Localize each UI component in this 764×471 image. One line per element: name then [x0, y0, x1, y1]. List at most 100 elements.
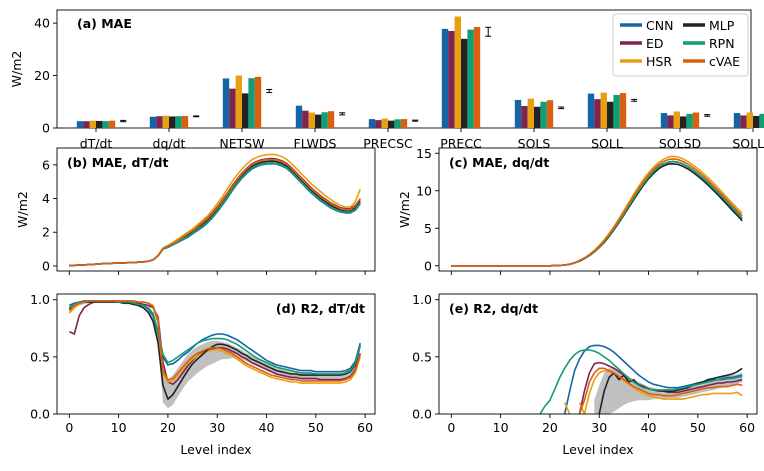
bar-CNN: [733, 113, 741, 128]
series-line-RPN: [69, 162, 361, 267]
y-tick-label: 10: [416, 183, 432, 198]
bar-CNN: [368, 119, 376, 128]
panel-d-r2-dtdt-line-chart: 0 10 20 30 40 50 60 0.0 0.5 1.0 Level index (d) R2,…: [30, 292, 376, 457]
y-tick-label: 0: [42, 258, 50, 273]
bar-RPN: [686, 113, 693, 128]
series-line-cVAE: [69, 158, 361, 267]
bar-ED: [375, 120, 382, 128]
bar-HSR: [308, 112, 315, 128]
bar-CNN: [222, 78, 230, 128]
x-tick-label: 60: [739, 420, 755, 435]
plot-area: [539, 344, 743, 414]
x-tick-label: 0: [447, 420, 455, 435]
bar-ED: [302, 110, 309, 128]
bar-RPN: [759, 113, 764, 128]
panel-b-mae-dtdt-line-chart: 0 2 4 6 W/m2 (b) MAE, dT/dt: [15, 147, 376, 275]
bar-ED: [229, 88, 236, 128]
y-tick-label: 0.5: [30, 349, 50, 364]
bar-MLP: [169, 116, 176, 128]
panel-b-frame: [56, 147, 376, 272]
legend: CNN MLP ED RPN HSR cVAE: [612, 13, 749, 77]
legend-label: MLP: [709, 18, 735, 33]
x-tick-label: 20: [542, 420, 558, 435]
bar-ED: [740, 115, 747, 128]
y-tick-label: 4: [42, 191, 50, 206]
bar-RPN: [467, 29, 474, 129]
legend-label: cVAE: [709, 54, 740, 69]
bar-ED: [521, 105, 528, 128]
x-tick-label: SOLSD: [659, 136, 701, 151]
bar-MLP: [388, 120, 395, 128]
bar-ED: [83, 121, 90, 128]
x-tick-label: FLWDS: [294, 136, 337, 151]
bar-CNN: [660, 113, 668, 128]
x-tick-label: NETSW: [219, 136, 264, 151]
y-tick-label: 0: [424, 258, 432, 273]
y-tick-label: 15: [416, 146, 432, 161]
legend-label: HSR: [646, 54, 672, 69]
bar-ED: [448, 30, 455, 129]
bar-cVAE: [546, 100, 554, 128]
y-tick-label: 0.5: [412, 349, 432, 364]
y-axis-label: W/m2: [9, 51, 24, 88]
y-tick-label: 5: [424, 221, 432, 236]
y-axis-label: W/m2: [397, 191, 412, 228]
bar-CNN: [76, 121, 84, 128]
series-line-CNN: [563, 344, 743, 414]
series-line-HSR: [563, 369, 743, 414]
y-tick-label: 1.0: [412, 292, 432, 307]
bar-MLP: [607, 101, 614, 128]
bar-ED: [594, 99, 601, 128]
panel-c-frame: [438, 147, 758, 272]
x-tick-label: PRECSC: [363, 136, 413, 151]
panel-title: (d) R2, dT/dt: [276, 301, 365, 316]
bar-RPN: [321, 112, 328, 128]
series-line-RPN: [68, 300, 361, 375]
x-tick-label: SOLL: [591, 136, 623, 151]
panel-title: (c) MAE, dq/dt: [449, 155, 549, 170]
x-tick-label: 50: [690, 420, 706, 435]
bar-MLP: [680, 116, 687, 128]
bar-RPN: [248, 78, 255, 128]
bar-cVAE: [254, 76, 262, 128]
legend-box: [612, 13, 749, 77]
x-tick-label: 0: [65, 420, 73, 435]
bar-MLP: [242, 93, 249, 128]
panel-c-mae-dqdt-line-chart: 0 5 10 15 W/m2 (c) MAE, dq/dt: [397, 146, 758, 275]
bar-MLP: [96, 120, 103, 128]
bar-HSR: [89, 120, 96, 128]
x-tick-label: PRECC: [440, 136, 482, 151]
x-tick-label: 10: [493, 420, 509, 435]
series-line-RPN: [539, 349, 743, 414]
bar-cVAE: [327, 111, 335, 128]
x-tick-label: 30: [209, 420, 225, 435]
x-tick-label: SOLLD: [732, 136, 764, 151]
panel-title: (a) MAE: [77, 16, 132, 31]
y-tick-label: 0.0: [412, 407, 432, 422]
series-line-MLP: [598, 367, 743, 414]
bar-cVAE: [400, 119, 408, 128]
bar-cVAE: [108, 120, 116, 128]
y-tick-label: 0.0: [30, 407, 50, 422]
x-tick-label: 40: [641, 420, 657, 435]
bar-cVAE: [619, 93, 627, 128]
bar-MLP: [753, 115, 760, 128]
series-line-MLP: [451, 163, 743, 267]
plot-area: [69, 153, 361, 267]
bar-HSR: [162, 115, 169, 128]
bar-MLP: [315, 114, 322, 128]
x-tick-label: 60: [357, 420, 373, 435]
bar-HSR: [454, 16, 461, 128]
bar-ED: [667, 115, 674, 128]
bar-HSR: [673, 111, 680, 128]
bar-HSR: [381, 118, 388, 128]
x-tick-label: 40: [259, 420, 275, 435]
panel-e-r2-dqdt-line-chart: 0 10 20 30 40 50 60 0.0 0.5 1.0 Level index (e) R2,…: [412, 292, 758, 457]
x-axis-label: Level index: [562, 442, 633, 457]
plot-area: [451, 155, 743, 267]
bar-RPN: [394, 119, 401, 128]
y-tick-label: 2: [42, 225, 50, 240]
spread-band: [69, 302, 361, 409]
x-tick-label: dT/dt: [80, 136, 113, 151]
panel-a-mae-bar-chart: 0 20 40 W/m2 (a) MAE dT/dt dq/dt NETSW FLWDS PREC…: [9, 9, 764, 151]
